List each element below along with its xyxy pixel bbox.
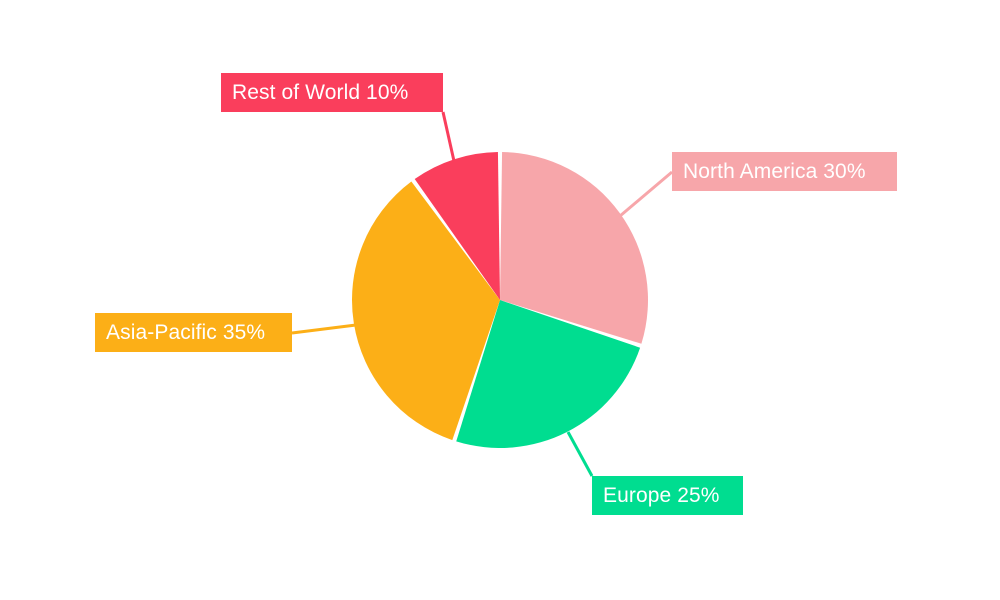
pie-slice-label-text: Europe 25% (603, 483, 720, 507)
pie-slice[interactable] (456, 300, 641, 448)
pie-slice-leader-line (566, 431, 594, 477)
pie-slice-label: Rest of World 10% (221, 73, 443, 112)
pie-slice[interactable] (351, 181, 500, 441)
pie-slice-leader-line (291, 323, 357, 335)
pie-slice-label: North America 30% (672, 152, 897, 191)
pie-slice-label-text: North America 30% (683, 159, 866, 183)
pie-slices-group (351, 152, 648, 448)
pie-slice-leader-line (619, 170, 673, 218)
pie-slice-label: Asia-Pacific 35% (95, 313, 292, 352)
pie-slice-label: Europe 25% (592, 476, 743, 515)
pie-slice-label-text: Asia-Pacific 35% (106, 320, 266, 344)
pie-slice-label-text: Rest of World 10% (232, 80, 409, 104)
pie-slice[interactable] (414, 152, 500, 300)
pie-slice[interactable] (500, 152, 648, 344)
